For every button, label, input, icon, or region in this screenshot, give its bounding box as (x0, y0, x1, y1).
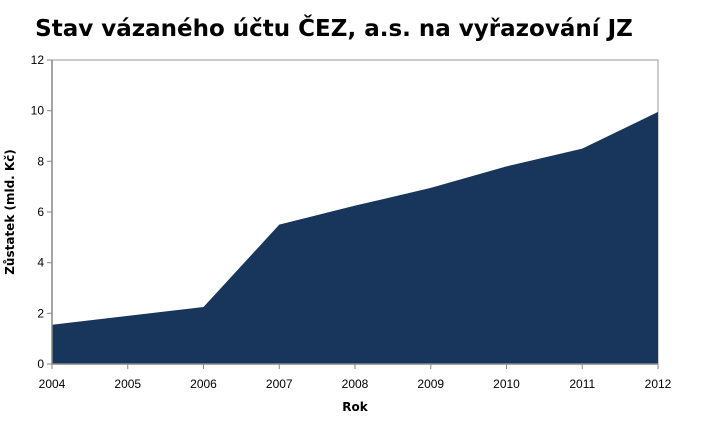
y-axis-label: Zůstatek (mld. Kč) (3, 149, 17, 275)
y-tick-labels: 0 2 4 6 8 10 12 (31, 53, 45, 371)
x-tick-label: 2010 (493, 377, 520, 391)
x-tick-label: 2007 (266, 377, 293, 391)
y-tick-label: 8 (37, 154, 44, 168)
x-tick-label: 2009 (417, 377, 444, 391)
x-tick-label: 2004 (39, 377, 66, 391)
area-series (52, 111, 658, 364)
axes (47, 59, 659, 369)
x-tick-labels: 2004 2005 2006 2007 2008 2009 2010 2011 2012 (39, 377, 672, 391)
x-axis-label: Rok (342, 400, 368, 414)
x-tick-label: 2012 (645, 377, 672, 391)
y-tick-label: 10 (31, 104, 45, 118)
chart-title: Stav vázaného účtu ČEZ, a.s. na vyřazová… (35, 14, 633, 42)
y-tick-label: 12 (31, 53, 45, 67)
y-tick-label: 6 (37, 205, 44, 219)
x-tick-label: 2006 (190, 377, 217, 391)
area-layer (52, 111, 658, 364)
x-tick-label: 2011 (569, 377, 595, 391)
y-tick-label: 2 (37, 306, 44, 320)
y-tick-label: 0 (37, 357, 44, 371)
x-tick-label: 2008 (342, 377, 369, 391)
x-tick-label: 2005 (114, 377, 141, 391)
y-tick-label: 4 (37, 256, 44, 270)
